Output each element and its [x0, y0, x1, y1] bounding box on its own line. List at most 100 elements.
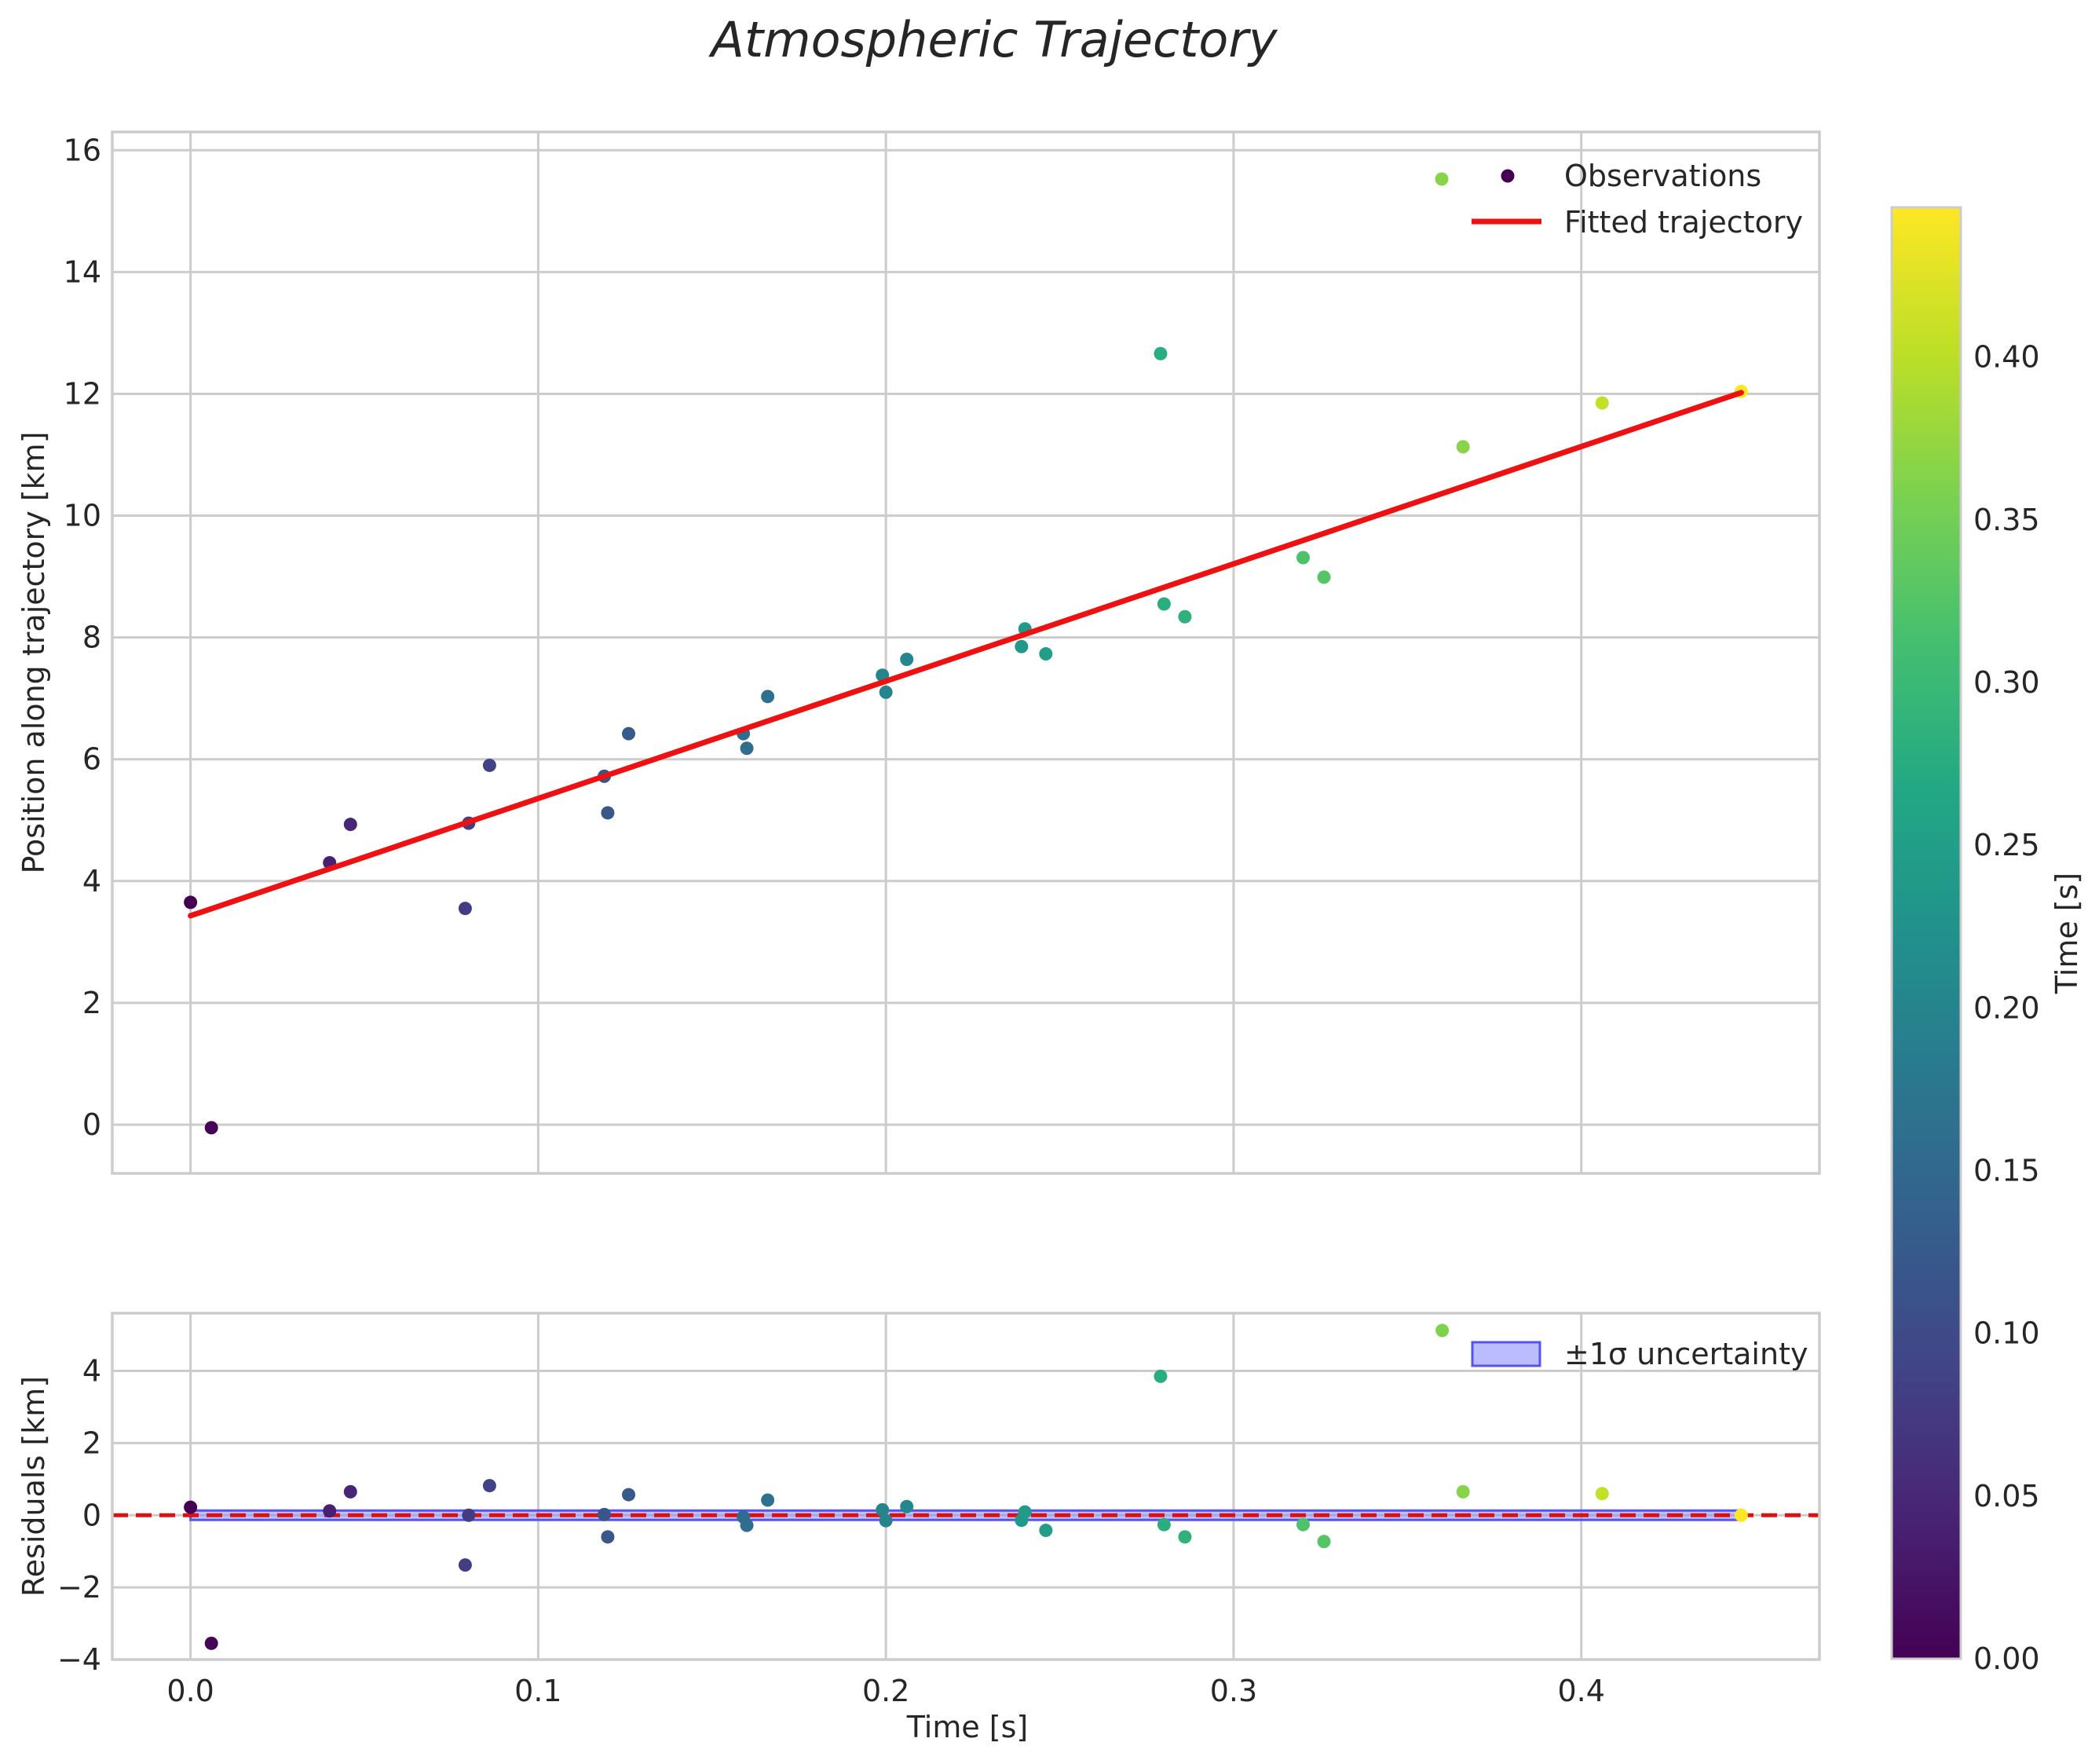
residual-point [879, 1513, 893, 1528]
observation-point [204, 1121, 218, 1135]
residual-point [601, 1530, 615, 1544]
observation-point [740, 741, 754, 756]
main-y-tick-label: 14 [64, 254, 101, 289]
residual-point [900, 1499, 914, 1513]
residual-point [1157, 1517, 1171, 1532]
residual-point [1456, 1484, 1470, 1499]
observation-point [482, 758, 496, 772]
residual-point [343, 1484, 357, 1499]
observation-point [343, 818, 357, 832]
observation-point [1154, 346, 1168, 360]
main-y-tick-label: 8 [82, 620, 101, 655]
observation-point [1015, 639, 1029, 653]
observation-point [601, 806, 615, 820]
residual-point [1296, 1517, 1310, 1532]
x-axis-ticks: 0.0 0.1 0.2 0.3 0.4 [166, 1674, 1605, 1708]
main-y-tick-label: 12 [64, 376, 101, 411]
colorbar-tick-label: 0.05 [1973, 1479, 2040, 1513]
residual-point [1734, 1508, 1748, 1522]
x-tick-label: 0.3 [1210, 1674, 1257, 1708]
residual-y-tick-label: 0 [82, 1498, 101, 1532]
colorbar-ticks: 0.00 0.05 0.10 0.15 0.20 0.25 0.30 0.35 0.40 [1973, 340, 2040, 1676]
x-tick-label: 0.0 [166, 1674, 214, 1708]
residual-plot-frame [111, 1312, 1821, 1661]
main-y-tick-label: 2 [82, 986, 101, 1020]
colorbar-tick-label: 0.00 [1973, 1641, 2040, 1676]
residual-points [184, 1323, 1748, 1650]
observation-point [1456, 440, 1470, 454]
residual-point [462, 1508, 476, 1522]
colorbar-tick-label: 0.35 [1973, 503, 2040, 537]
observation-point [900, 653, 914, 667]
main-y-tick-label: 16 [64, 133, 101, 167]
observation-point [1595, 396, 1609, 410]
main-plot-frame [111, 130, 1821, 1175]
observation-point [1317, 570, 1331, 584]
residual-point [1154, 1369, 1168, 1383]
main-legend: Observations Fitted trajectory [1435, 159, 1803, 240]
residual-point [184, 1500, 198, 1514]
observation-point [1039, 647, 1053, 661]
residual-y-tick-label: −2 [57, 1570, 101, 1605]
residual-y-ticks: −4 −2 0 2 4 [57, 1354, 101, 1678]
colorbar-tick-label: 0.20 [1973, 990, 2040, 1025]
x-axis-label: Time [s] [906, 1710, 1029, 1744]
x-tick-label: 0.4 [1557, 1674, 1604, 1708]
residual-plot-panel: −4 −2 0 2 4 0.0 0.1 0.2 0.3 0.4 Residuals [km] T… [16, 1312, 1821, 1744]
main-gridlines [112, 132, 1819, 1173]
residual-point [458, 1558, 472, 1572]
observation-point [1178, 609, 1192, 624]
residual-point [1317, 1535, 1331, 1549]
legend-band-swatch [1471, 1341, 1541, 1367]
main-y-ticks: 0 2 4 6 8 10 12 14 16 [64, 133, 101, 1142]
residual-plot-background [112, 1313, 1819, 1660]
observation-point [761, 690, 775, 704]
residual-point [598, 1507, 612, 1521]
observation-point [879, 685, 893, 699]
colorbar-tick-label: 0.30 [1973, 665, 2040, 700]
main-y-tick-label: 4 [82, 864, 101, 898]
colorbar-label: Time [s] [2050, 873, 2084, 995]
residual-y-axis-label: Residuals [km] [16, 1376, 51, 1597]
legend-band-label: ±1σ uncertainty [1564, 1337, 1808, 1371]
residual-point [204, 1636, 218, 1650]
residual-y-tick-label: 2 [82, 1425, 101, 1460]
fitted-trajectory-line [188, 390, 1744, 919]
residual-point [1039, 1524, 1053, 1538]
residual-point [1018, 1505, 1032, 1519]
residual-point [1595, 1487, 1609, 1501]
legend-observations-marker-1 [1435, 172, 1449, 186]
residual-y-tick-label: −4 [57, 1642, 101, 1677]
residual-point [482, 1479, 496, 1493]
observation-point [184, 895, 198, 909]
observation-point [1296, 551, 1310, 565]
residual-y-tick-label: 4 [82, 1354, 101, 1389]
residual-legend: ±1σ uncertainty [1471, 1337, 1808, 1371]
main-plot-panel: 0 2 4 6 8 10 12 14 16 Position along trajectory … [16, 130, 1821, 1175]
residual-point [1435, 1323, 1450, 1338]
colorbar-gradient [1890, 206, 1962, 1660]
main-y-tick-label: 0 [82, 1107, 101, 1142]
main-y-axis-label: Position along trajectory [km] [16, 431, 51, 873]
observation-point [458, 902, 472, 916]
residual-point [1178, 1530, 1192, 1544]
legend-observations-marker-2 [1501, 169, 1515, 183]
legend-observations-label: Observations [1564, 159, 1761, 193]
residual-point [740, 1518, 754, 1532]
residual-point [876, 1502, 890, 1517]
colorbar-tick-label: 0.10 [1973, 1316, 2040, 1351]
residual-point [761, 1493, 775, 1507]
figure-title: Atmospheric Trajectory [708, 11, 1278, 68]
observation-point [622, 726, 636, 741]
main-y-tick-label: 10 [64, 499, 101, 533]
x-tick-label: 0.1 [514, 1674, 561, 1708]
x-tick-label: 0.2 [862, 1674, 909, 1708]
residual-point [622, 1488, 636, 1502]
colorbar-tick-label: 0.15 [1973, 1153, 2040, 1188]
residual-point [323, 1504, 337, 1518]
main-y-tick-label: 6 [82, 742, 101, 777]
legend-fitted-label: Fitted trajectory [1564, 205, 1803, 240]
colorbar-tick-label: 0.25 [1973, 828, 2040, 862]
colorbar-tick-label: 0.40 [1973, 340, 2040, 375]
